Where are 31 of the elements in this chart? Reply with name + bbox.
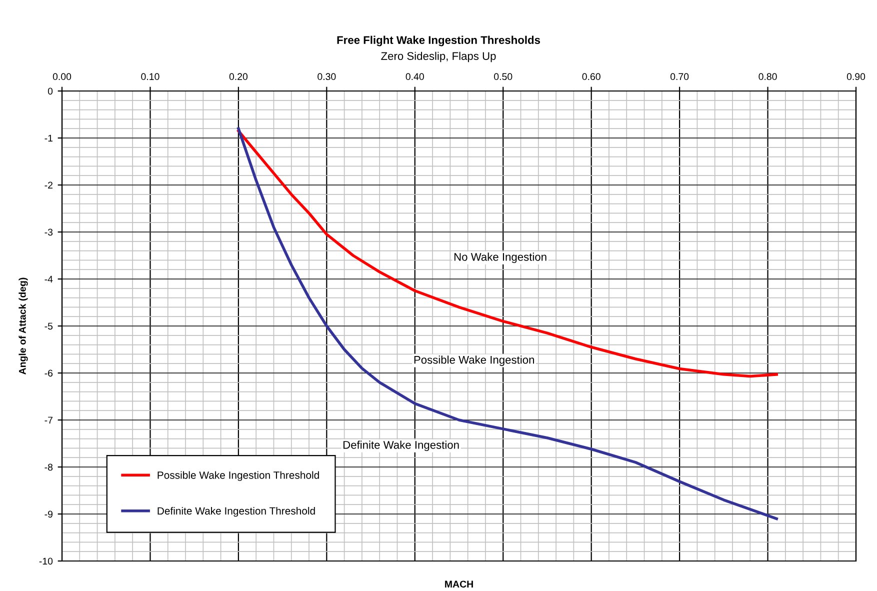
x-axis-title: MACH [445,580,473,588]
x-tick-label: 0.50 [494,73,512,80]
y-axis-title: Angle of Attack (deg) [18,278,28,374]
y-tick-label: -10 [39,558,53,565]
x-tick-label: 0.80 [758,73,777,80]
y-tick-label: -4 [44,276,53,283]
x-tick-label: 0.00 [52,73,72,80]
y-tick-label: -6 [44,370,53,377]
y-tick-label: -7 [44,416,52,424]
x-tick-label: 0.40 [406,73,424,80]
y-tick-label: -2 [44,182,52,189]
chart-subtitle: Zero Sideslip, Flaps Up [381,52,496,62]
x-tick-label: 0.10 [141,73,160,80]
line-series [237,130,778,378]
x-tick-label: 0.20 [229,73,248,80]
annotation: Possible Wake Ingestion [414,356,534,366]
legend-label: Definite Wake Ingestion Threshold [158,506,315,517]
y-tick-label: 0 [48,88,53,95]
x-tick-label: 0.90 [846,73,866,80]
x-tick-label: 0.30 [318,73,336,80]
annotation: No Wake Ingestion [454,252,546,264]
chart-title: Free Flight Wake Ingestion Thresholds [337,36,540,46]
y-tick-label: -8 [44,464,53,471]
y-tick-label: -5 [44,322,53,330]
x-tick-label: 0.60 [582,73,600,80]
annotation: Definite Wake Ingestion [343,440,459,452]
x-tick-label: 0.70 [670,73,689,80]
y-tick-label: -9 [44,510,53,518]
y-tick-label: -1 [44,134,52,142]
legend-label: Possible Wake Ingestion Threshold [158,471,319,481]
y-tick-label: -3 [44,228,53,236]
